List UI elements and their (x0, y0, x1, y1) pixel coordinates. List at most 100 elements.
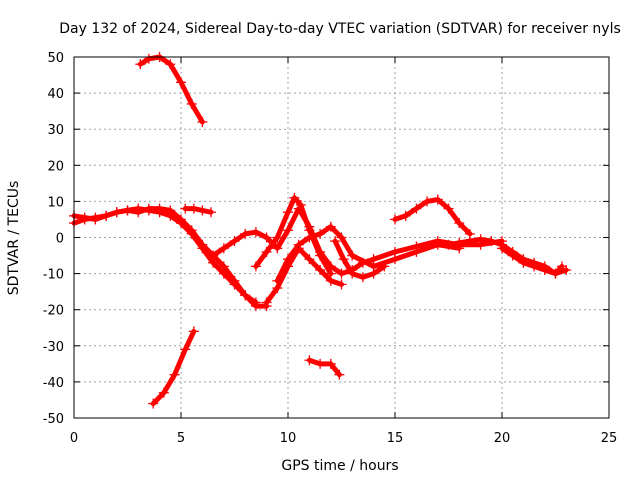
data-point (148, 398, 159, 409)
data-point (101, 210, 112, 221)
data-point (347, 250, 358, 261)
data-point (180, 203, 191, 214)
data-point (422, 196, 433, 207)
data-point (250, 227, 261, 238)
data-point (432, 194, 443, 205)
data-point (122, 205, 133, 216)
data-point (368, 268, 379, 279)
data-point (295, 200, 306, 211)
data-point (400, 210, 411, 221)
series-sat-k (390, 194, 475, 239)
x-tick-label: 15 (387, 431, 404, 446)
series-sat-e (148, 326, 199, 409)
plot-frame (73, 56, 610, 419)
series-line (332, 238, 387, 280)
data-point (158, 387, 169, 398)
series-line (210, 206, 505, 277)
series-sat-i (272, 221, 465, 286)
data-point (133, 203, 144, 214)
data-point (250, 261, 261, 272)
y-tick-label: 20 (47, 159, 64, 174)
data-point (79, 214, 90, 225)
data-point (330, 236, 341, 247)
data-point (336, 279, 347, 290)
data-point (464, 236, 475, 247)
data-point (261, 297, 272, 308)
x-tick-label: 25 (601, 431, 618, 446)
data-point (315, 250, 326, 261)
data-point (561, 264, 572, 275)
series-layer (69, 52, 572, 409)
data-point (165, 210, 176, 221)
data-point (289, 192, 300, 203)
data-point (334, 369, 345, 380)
series-sat-c (180, 203, 216, 218)
data-point (304, 232, 315, 243)
data-point (315, 228, 326, 239)
data-point (390, 214, 400, 225)
series-line (71, 206, 270, 309)
y-tick-label: -30 (43, 340, 64, 355)
series-sat-m (304, 355, 345, 380)
x-tick-label: 10 (280, 431, 297, 446)
data-point (111, 207, 122, 218)
series-line (264, 245, 344, 305)
y-tick-label: 50 (47, 51, 64, 66)
data-point (135, 59, 146, 70)
series-line (306, 357, 342, 378)
data-point (205, 207, 216, 218)
data-point (143, 53, 154, 64)
data-point (411, 203, 422, 214)
data-point (529, 261, 540, 272)
data-point (539, 264, 550, 275)
data-point (325, 275, 336, 286)
data-point (411, 246, 422, 257)
y-tick-label: -40 (43, 376, 64, 391)
data-point (283, 225, 293, 236)
data-point (218, 268, 229, 279)
y-tick-label: 0 (56, 232, 64, 247)
data-point (336, 232, 347, 243)
data-point (229, 279, 240, 290)
x-tick-label: 0 (70, 431, 78, 446)
data-point (443, 239, 454, 250)
data-point (486, 236, 497, 247)
data-point (188, 203, 199, 214)
data-point (165, 59, 176, 70)
data-point (90, 212, 101, 223)
data-point (357, 272, 368, 283)
y-tick-label: -20 (43, 304, 64, 319)
data-point (186, 98, 197, 109)
data-point (293, 239, 304, 250)
data-point (169, 369, 180, 380)
data-point (250, 297, 261, 308)
data-point (240, 290, 251, 301)
data-point (475, 234, 486, 245)
data-point (507, 250, 518, 261)
data-point (186, 228, 197, 239)
y-tick-label: 40 (47, 87, 64, 102)
chart-title: Day 132 of 2024, Sidereal Day-to-day VTE… (59, 21, 621, 37)
y-axis-label: SDTVAR / TECUs (6, 181, 22, 296)
x-tick-label: 5 (177, 431, 185, 446)
data-point (497, 243, 507, 254)
y-tick-label: -50 (43, 412, 64, 427)
data-point (188, 326, 199, 337)
y-tick-label: 30 (47, 123, 64, 138)
data-point (336, 268, 347, 279)
data-point (272, 243, 283, 254)
data-point (283, 207, 293, 218)
data-point (208, 250, 219, 261)
data-point (176, 77, 186, 88)
data-point (518, 257, 529, 268)
data-point (390, 254, 400, 265)
series-sat-n (497, 243, 572, 279)
data-point (180, 344, 191, 355)
data-point (283, 254, 293, 265)
series-sat-b (69, 203, 261, 308)
data-point (454, 218, 465, 229)
data-point (272, 232, 283, 243)
data-point (443, 203, 454, 214)
y-tick-label: -10 (43, 268, 64, 283)
data-point (315, 358, 326, 369)
